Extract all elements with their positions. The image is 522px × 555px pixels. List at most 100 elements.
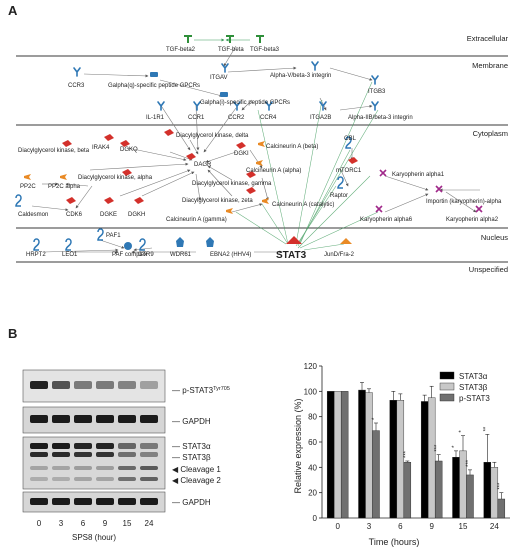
blot-lane-label: 24 <box>145 519 154 528</box>
network-edges <box>31 38 480 254</box>
node-dgk-zeta: Diacylglycerol kinase, zeta <box>182 198 253 204</box>
blot-band-stat3a <box>30 443 48 449</box>
node-wdr61: WDR61 <box>170 252 192 258</box>
dgkq-kinase-icon <box>120 140 130 147</box>
blot-band-cleavage2 <box>96 477 114 481</box>
node-dgk-gamma: Diacylglycerol kinase, gamma <box>192 181 272 187</box>
bar-STAT3β <box>490 467 499 519</box>
blot-band-cleavage2 <box>52 477 70 481</box>
wdr61-protein-icon <box>176 237 184 247</box>
node-ccr2: CCR2 <box>228 115 245 121</box>
node-pp2c: PP2C <box>20 184 36 190</box>
node-karyopherin-alpha2: Karyopherin alpha2 <box>446 217 499 223</box>
bar-p-STAT3 <box>497 498 506 519</box>
layer-label-nucleus: Nucleus <box>481 233 508 242</box>
significance-mark: *** <box>466 459 472 467</box>
layer-label-unspecified: Unspecified <box>469 265 508 274</box>
y-tick-label: 120 <box>304 362 318 371</box>
itgav-receptor-icon <box>221 63 229 73</box>
x-tick-label: 0 <box>335 522 340 531</box>
hrpt2-protein-icon <box>33 238 40 251</box>
blot-band-pstat3 <box>96 381 114 389</box>
chart-x-label: Time (hours) <box>369 537 420 547</box>
tgfb2-ligand-icon <box>184 35 192 43</box>
y-tick-label: 40 <box>308 463 317 472</box>
node-dagr: DAGR <box>194 162 212 168</box>
node-dgke: DGKE <box>100 212 117 218</box>
blot-band-pstat3 <box>30 381 48 389</box>
blot-band-cleavage2 <box>118 477 136 481</box>
chart-axes: 0 20 40 60 80 100 120 0 3 6 9 15 24 <box>304 362 510 531</box>
legend-swatch <box>439 371 455 380</box>
blot-bands <box>30 381 158 505</box>
blot-band-stat3a <box>140 443 158 449</box>
layer-dividers <box>16 55 508 263</box>
x-tick-label: 15 <box>459 522 468 531</box>
node-alphaiib-beta3: Alpha-IIB/beta-3 integrin <box>348 115 413 121</box>
blot-band-stat3b <box>74 452 92 457</box>
blot-band-pstat3 <box>52 381 70 389</box>
blot-band-pstat3 <box>118 381 136 389</box>
node-jund: JunD/Fra-2 <box>324 252 355 258</box>
node-galpha-q: Galpha(q)-specific peptide GPCRs <box>108 83 200 89</box>
gbl-protein-icon <box>345 136 352 149</box>
blot-band-stat3b <box>140 452 158 457</box>
blot-band-stat3b <box>96 452 114 457</box>
node-karyopherin-alpha6: Karyopherin alpha6 <box>360 217 413 223</box>
stat3-edges <box>235 81 379 251</box>
dgk-zeta-kinase-icon <box>246 187 256 194</box>
network-panel: A Extracellular Membrane Cytoplasm Nucle… <box>8 3 509 274</box>
calcineurin-gamma-icon <box>226 208 233 214</box>
dgke-kinase-icon <box>104 197 114 204</box>
node-itgav: ITGAV <box>210 75 228 81</box>
dgkh-kinase-icon <box>134 197 144 204</box>
node-dgki: DGKI <box>234 151 249 157</box>
bar-STAT3β <box>365 392 373 519</box>
legend-label: p-STAT3 <box>459 394 490 403</box>
tgfb3-ligand-icon <box>256 35 264 43</box>
chart-legend: STAT3α STAT3β p-STAT3 <box>439 371 490 403</box>
pp2c-icon <box>24 174 31 180</box>
significance-mark: *** <box>435 444 441 452</box>
itgb3-receptor-icon <box>371 75 379 85</box>
blot-band-cleavage1 <box>96 466 114 470</box>
node-itga2b: ITGA2B <box>310 115 331 121</box>
bar-STAT3α <box>389 400 398 519</box>
chart-y-label: Relative expression (%) <box>293 398 303 493</box>
blot-lane-label: 3 <box>59 519 64 528</box>
node-karyopherin-alpha1: Karyopherin alpha1 <box>392 172 445 178</box>
blot-band-stat3b <box>30 452 48 457</box>
ccr1-receptor-icon <box>193 101 201 111</box>
bar-STAT3β <box>333 391 342 519</box>
blot-band-gapdh <box>74 415 92 423</box>
blot-band-cleavage1 <box>74 466 92 470</box>
node-labels: TGF-beta2 TGF-beta TGF-beta3 CCR3 ITGAV … <box>18 47 502 258</box>
irak4-kinase-icon <box>104 134 114 141</box>
blot-lane-label: 0 <box>37 519 42 528</box>
blot-band-gapdh <box>30 415 48 423</box>
node-dgk-delta: Diacylglycerol kinase, delta <box>176 133 249 139</box>
node-paf-complex: PAF complex <box>112 252 147 258</box>
calcineurin-catalytic-icon <box>262 198 269 204</box>
blot-band-stat3a <box>96 443 114 449</box>
dgk-beta-kinase-icon <box>62 140 72 147</box>
node-itgb3: ITGB3 <box>368 89 386 95</box>
panel-b-label: B <box>8 326 17 341</box>
blot-label-gapdh-1: — GAPDH <box>172 417 211 426</box>
y-tick-label: 100 <box>304 387 318 396</box>
alphav-beta3-receptor-icon <box>311 61 319 71</box>
blot-band-gapdh <box>140 498 158 505</box>
node-importin: Importin (karyopherin)-alpha <box>426 199 502 205</box>
tgfb-ligand-icon <box>226 35 234 43</box>
blot-label-stat3a: — STAT3α <box>172 442 211 451</box>
blot-band-gapdh <box>96 498 114 505</box>
blot-band-gapdh <box>118 498 136 505</box>
node-hrpt2: HRPT2 <box>26 252 46 258</box>
ccr2-receptor-icon <box>233 101 241 111</box>
x-tick-label: 9 <box>429 522 434 531</box>
cdk6-kinase-icon <box>66 197 76 204</box>
legend-swatch <box>439 393 455 402</box>
blot-band-cleavage1 <box>118 466 136 470</box>
node-cdk6: CDK6 <box>66 212 83 218</box>
galpha-q-gpcr-icon <box>150 72 158 77</box>
